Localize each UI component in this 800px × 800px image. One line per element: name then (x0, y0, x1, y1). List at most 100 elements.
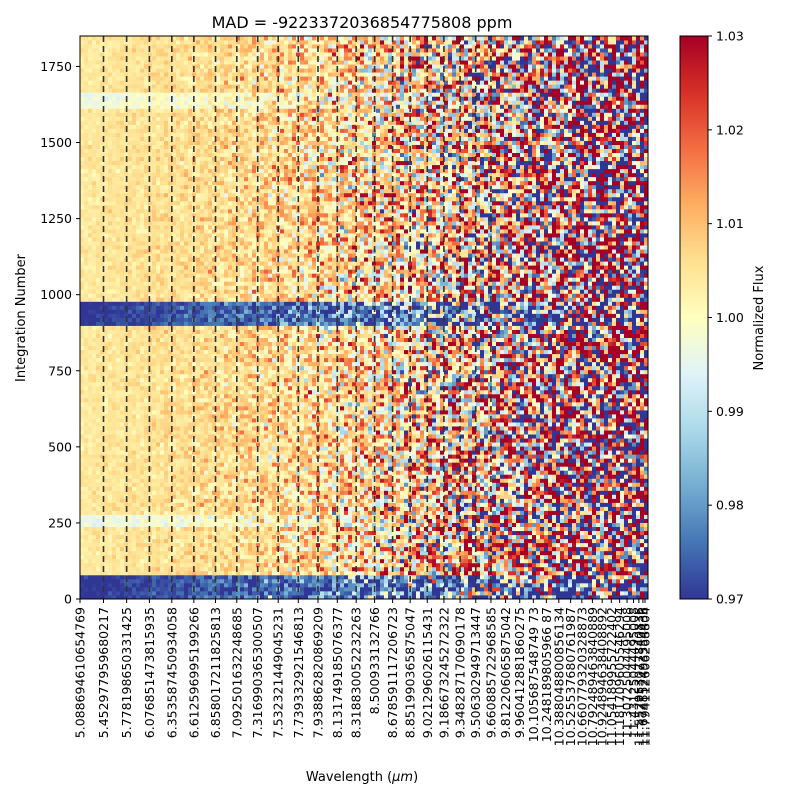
heatmap-cell (152, 96, 157, 101)
heatmap-cell (160, 40, 165, 45)
heatmap-cell (172, 530, 177, 536)
heatmap-cell (148, 301, 153, 306)
heatmap-cell (172, 164, 177, 170)
heatmap-cell (216, 373, 221, 379)
heatmap-cell (164, 88, 169, 93)
heatmap-cell (144, 418, 149, 423)
heatmap-cell (136, 377, 141, 383)
heatmap-cell (92, 140, 97, 145)
heatmap-cell (120, 200, 125, 206)
heatmap-cell (80, 285, 85, 290)
heatmap-cell (204, 538, 209, 544)
heatmap-cell (156, 100, 161, 105)
heatmap-cell (164, 518, 169, 523)
heatmap-cell (108, 196, 113, 202)
heatmap-cell (156, 132, 161, 137)
heatmap-cell (100, 261, 105, 266)
heatmap-cell (144, 494, 149, 499)
heatmap-cell (160, 245, 165, 250)
heatmap-cell (212, 112, 217, 117)
heatmap-cell (88, 277, 93, 282)
heatmap-cell (188, 377, 193, 383)
heatmap-cell (152, 249, 157, 254)
heatmap-cell (104, 184, 109, 190)
heatmap-cell (152, 196, 157, 202)
heatmap-cell (176, 466, 181, 471)
heatmap-cell (212, 510, 217, 515)
heatmap-cell (156, 216, 161, 222)
heatmap-cell (220, 285, 225, 290)
heatmap-cell (180, 550, 185, 556)
heatmap-cell (208, 204, 213, 210)
heatmap-cell (96, 586, 101, 592)
heatmap-cell (180, 164, 185, 170)
heatmap-cell (112, 554, 117, 560)
heatmap-cell (164, 590, 169, 596)
heatmap-cell (212, 88, 217, 93)
heatmap-cell (168, 116, 173, 121)
heatmap-cell (160, 233, 165, 238)
heatmap-cell (92, 409, 97, 415)
heatmap-cell (164, 84, 169, 89)
heatmap-cell (152, 373, 157, 379)
heatmap-cell (84, 337, 89, 343)
heatmap-cell (132, 289, 137, 294)
heatmap-cell (220, 418, 225, 423)
heatmap-cell (156, 44, 161, 49)
heatmap-cell (88, 180, 93, 186)
heatmap-cell (140, 458, 145, 463)
heatmap-cell (128, 321, 133, 326)
heatmap-cell (140, 430, 145, 435)
heatmap-cell (96, 405, 101, 411)
heatmap-cell (88, 249, 93, 254)
heatmap-cell (164, 462, 169, 467)
heatmap-cell (124, 160, 129, 166)
heatmap-cell (116, 293, 121, 298)
heatmap-cell (116, 570, 121, 576)
heatmap-cell (92, 345, 97, 351)
heatmap-cell (152, 180, 157, 186)
heatmap-cell (184, 594, 189, 599)
heatmap-cell (200, 273, 205, 278)
heatmap-cell (124, 180, 129, 186)
heatmap-cell (100, 434, 105, 439)
heatmap-cell (96, 237, 101, 242)
heatmap-cell (212, 216, 217, 222)
heatmap-cell (164, 285, 169, 290)
heatmap-cell (212, 365, 217, 371)
heatmap-cell (164, 434, 169, 439)
heatmap-cell (132, 365, 137, 371)
heatmap-cell (204, 208, 209, 214)
heatmap-cell (92, 418, 97, 423)
heatmap-cell (156, 490, 161, 495)
heatmap-cell (156, 430, 161, 435)
heatmap-cell (132, 478, 137, 483)
heatmap-cell (84, 426, 89, 431)
heatmap-cell (140, 578, 145, 584)
heatmap-cell (160, 204, 165, 210)
heatmap-cell (172, 562, 177, 568)
heatmap-cell (84, 112, 89, 117)
heatmap-cell (204, 446, 209, 451)
heatmap-cell (108, 281, 113, 286)
heatmap-cell (132, 253, 137, 258)
heatmap-cell (156, 434, 161, 439)
heatmap-cell (88, 144, 93, 149)
heatmap-cell (112, 385, 117, 391)
heatmap-cell (116, 64, 121, 69)
heatmap-cell (100, 68, 105, 73)
heatmap-cell (156, 337, 161, 343)
heatmap-cell (116, 353, 121, 359)
heatmap-cell (184, 233, 189, 238)
heatmap-cell (160, 293, 165, 298)
heatmap-cell (160, 353, 165, 359)
heatmap-cell (96, 92, 101, 97)
heatmap-cell (136, 208, 141, 214)
heatmap-cell (144, 430, 149, 435)
heatmap-cell (80, 40, 85, 45)
heatmap-cell (100, 405, 105, 411)
heatmap-cell (108, 225, 113, 230)
heatmap-cell (188, 474, 193, 479)
heatmap-cell (208, 64, 213, 69)
heatmap-cell (168, 108, 173, 113)
